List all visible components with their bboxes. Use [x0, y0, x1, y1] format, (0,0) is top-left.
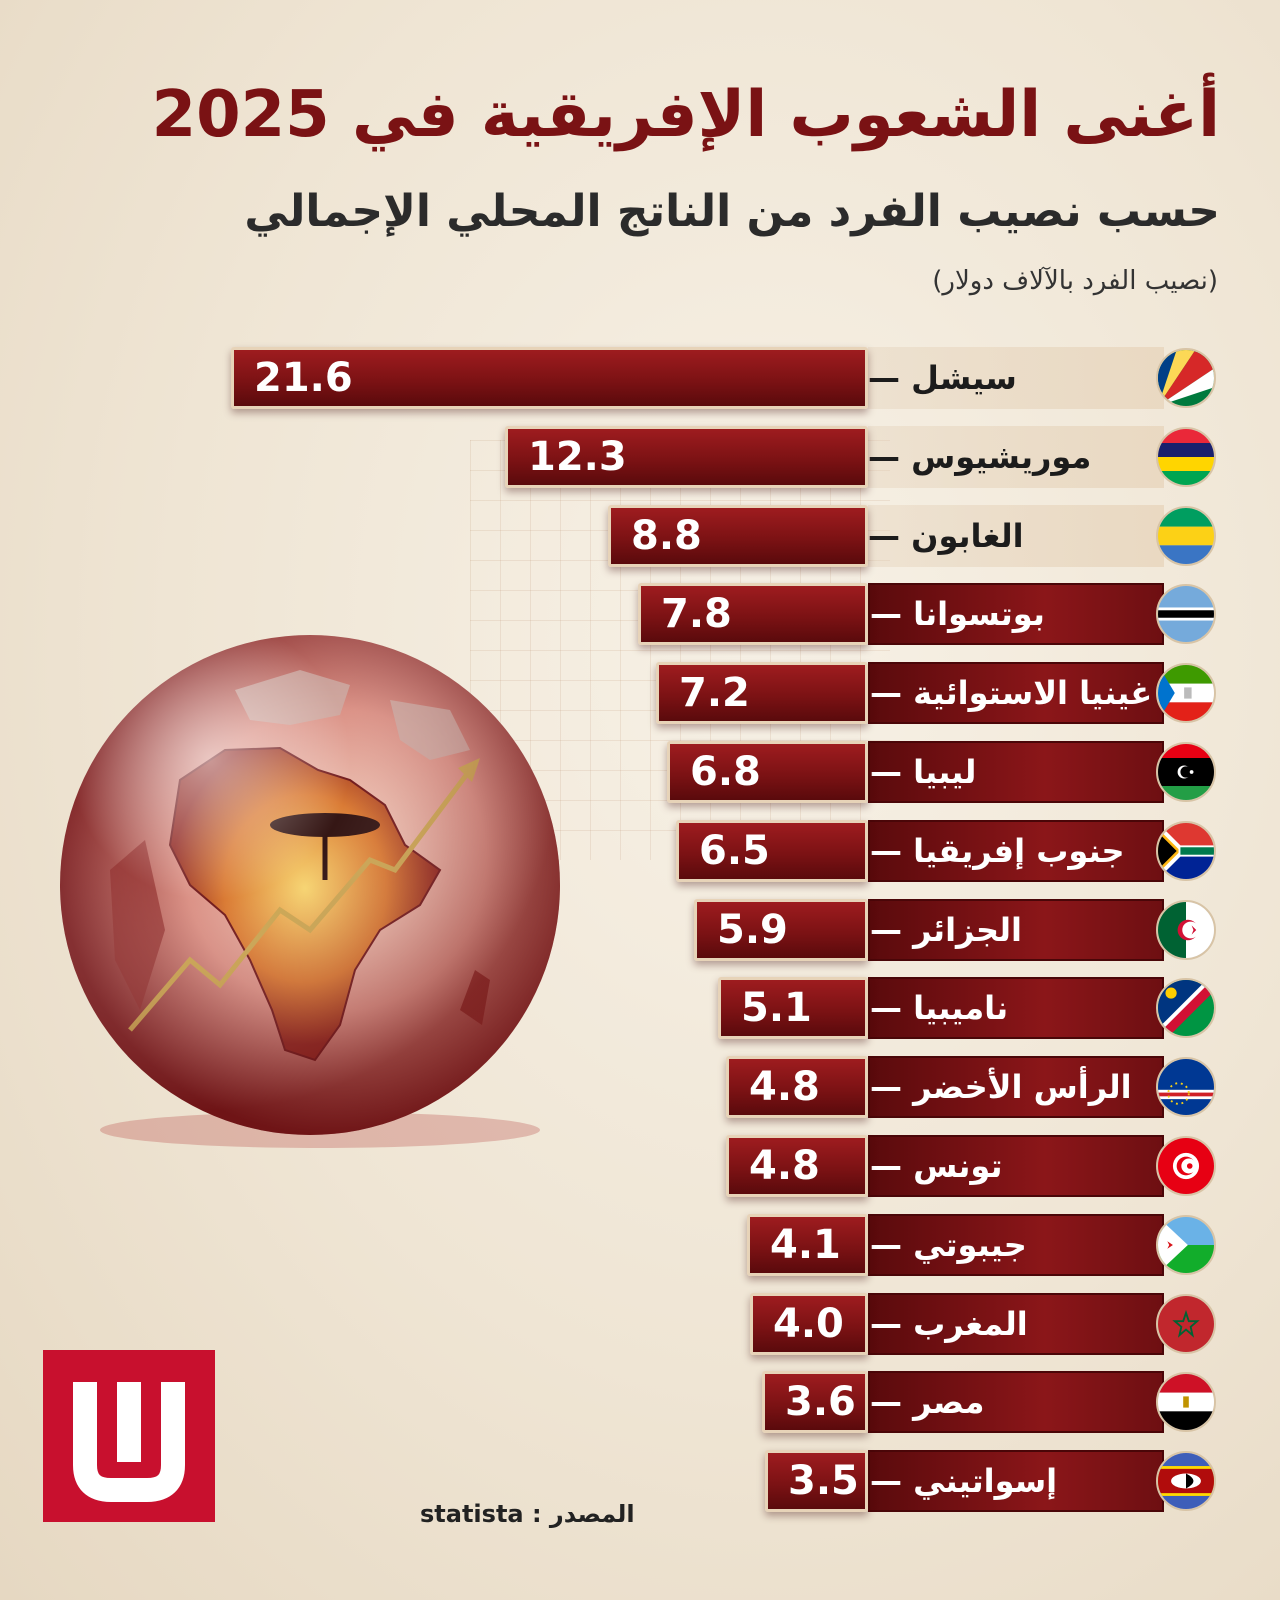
country-label: الرأس الأخضر —: [868, 1056, 1164, 1118]
country-label: الغابون —: [868, 505, 1164, 567]
bar: 3.5: [765, 1450, 868, 1512]
chart-title: أغنى الشعوب الإفريقية في 2025: [151, 78, 1220, 152]
bar-row: ناميبيا — 5.1: [0, 977, 1280, 1043]
seychelles-flag-icon: [1156, 348, 1216, 408]
bar: 5.9: [694, 899, 868, 961]
bar: 6.5: [676, 820, 868, 882]
bar: 3.6: [762, 1371, 868, 1433]
bar: 12.3: [505, 426, 868, 488]
cape-verde-flag-icon: [1156, 1057, 1216, 1117]
bar-row: موريشيوس — 12.3: [0, 426, 1280, 492]
bar-value-label: 12.3: [528, 434, 627, 480]
bar-row: ليبيا — 6.8: [0, 741, 1280, 807]
country-label: موريشيوس —: [868, 426, 1164, 488]
country-label: ناميبيا —: [868, 977, 1164, 1039]
bar-value-label: 6.5: [699, 828, 770, 874]
gabon-flag-icon: [1156, 506, 1216, 566]
bar-value-label: 4.8: [749, 1064, 820, 1110]
bar-value-label: 3.6: [785, 1379, 856, 1425]
country-label: تونس —: [868, 1135, 1164, 1197]
country-label: سيشل —: [868, 347, 1164, 409]
egypt-flag-icon: [1156, 1372, 1216, 1432]
bar-row: جنوب إفريقيا — 6.5: [0, 820, 1280, 886]
tunisia-flag-icon: [1156, 1136, 1216, 1196]
country-label: إسواتيني —: [868, 1450, 1164, 1512]
bar-value-label: 5.9: [717, 907, 788, 953]
bar: 6.8: [667, 741, 868, 803]
bar: 4.8: [726, 1056, 868, 1118]
libya-flag-icon: [1156, 742, 1216, 802]
bar-row: الرأس الأخضر — 4.8: [0, 1056, 1280, 1122]
bar-value-label: 7.2: [679, 670, 750, 716]
bar-value-label: 4.0: [773, 1301, 844, 1347]
source-note: المصدر : statista: [420, 1500, 635, 1528]
bar-value-label: 3.5: [788, 1458, 859, 1504]
chart-subtitle: حسب نصيب الفرد من الناتج المحلي الإجمالي: [244, 186, 1220, 237]
country-label: بوتسوانا —: [868, 583, 1164, 645]
country-label: غينيا الاستوائية —: [868, 662, 1164, 724]
bar-value-label: 5.1: [741, 985, 812, 1031]
bar-value-label: 6.8: [690, 749, 761, 795]
bar-row: إسواتيني —3.5: [0, 1450, 1280, 1516]
bar-value-label: 7.8: [661, 591, 732, 637]
bar-row: المغرب — 4.0: [0, 1293, 1280, 1359]
bar-row: تونس — 4.8: [0, 1135, 1280, 1201]
country-label: مصر —: [868, 1371, 1164, 1433]
bar-value-label: 21.6: [254, 355, 353, 401]
morocco-flag-icon: [1156, 1294, 1216, 1354]
globe-illustration: [50, 630, 580, 1150]
mauritius-flag-icon: [1156, 427, 1216, 487]
bar: 4.0: [750, 1293, 868, 1355]
country-label: جنوب إفريقيا —: [868, 820, 1164, 882]
eswatini-flag-icon: [1156, 1451, 1216, 1511]
bar-row: بوتسوانا — 7.8: [0, 583, 1280, 649]
bar: 7.8: [638, 583, 868, 645]
bar: 4.8: [726, 1135, 868, 1197]
country-label: المغرب —: [868, 1293, 1164, 1355]
bar: 5.1: [718, 977, 868, 1039]
bar: 21.6: [231, 347, 868, 409]
bar-value-label: 4.8: [749, 1143, 820, 1189]
bar-row: الجزائر — 5.9: [0, 899, 1280, 965]
botswana-flag-icon: [1156, 584, 1216, 644]
bar: 7.2: [656, 662, 868, 724]
brand-logo: [43, 1350, 215, 1522]
bar: 4.1: [747, 1214, 868, 1276]
bar: 8.8: [608, 505, 868, 567]
country-label: ليبيا —: [868, 741, 1164, 803]
bar-row: مصر — 3.6: [0, 1371, 1280, 1437]
bar-row: سيشل — 21.6: [0, 347, 1280, 413]
equatorial-guinea-flag-icon: [1156, 663, 1216, 723]
namibia-flag-icon: [1156, 978, 1216, 1038]
algeria-flag-icon: [1156, 900, 1216, 960]
country-label: الجزائر —: [868, 899, 1164, 961]
bar-row: غينيا الاستوائية — 7.2: [0, 662, 1280, 728]
bar-value-label: 8.8: [631, 513, 702, 559]
bar-row: جيبوتي — 4.1: [0, 1214, 1280, 1280]
unit-note: (نصيب الفرد بالآلاف دولار): [932, 266, 1218, 296]
country-label: جيبوتي —: [868, 1214, 1164, 1276]
south-africa-flag-icon: [1156, 821, 1216, 881]
bar-row: الغابون — 8.8: [0, 505, 1280, 571]
djibouti-flag-icon: [1156, 1215, 1216, 1275]
bar-value-label: 4.1: [770, 1222, 841, 1268]
